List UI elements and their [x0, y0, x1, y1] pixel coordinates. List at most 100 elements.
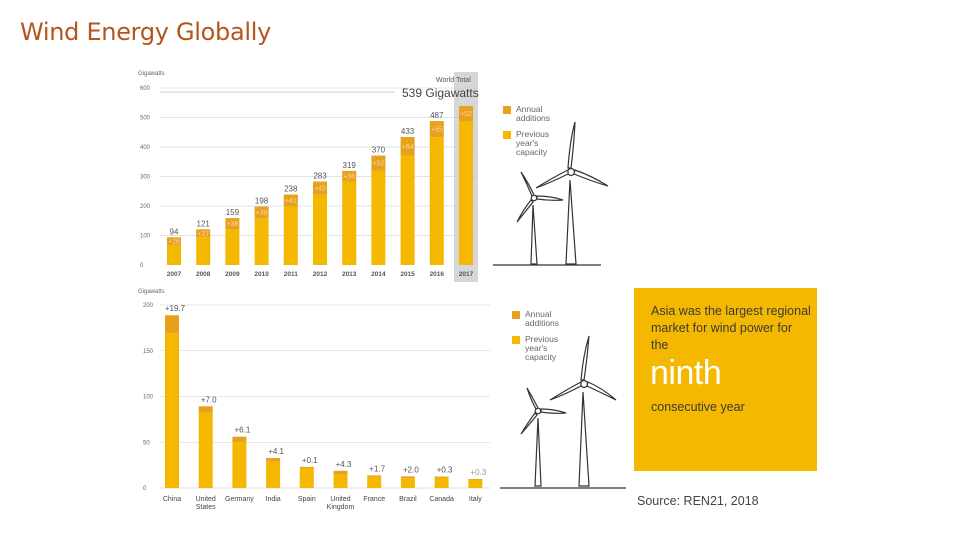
bar-addition	[167, 237, 181, 245]
x-tick-label: 2014	[371, 271, 386, 278]
addition-label: +52	[460, 111, 472, 118]
country-addition-label: +0.3	[470, 468, 486, 477]
country-bar-previous	[232, 442, 247, 488]
slide-title: Wind Energy Globally	[20, 18, 272, 46]
total-label: 283	[313, 172, 327, 181]
country-label: India	[266, 496, 281, 503]
world-total-value: 539 Gigawatts	[402, 86, 479, 100]
legend-swatch-previous	[503, 131, 511, 139]
country-label: Spain	[298, 496, 316, 503]
total-label: 159	[226, 208, 240, 217]
y-tick-label-bottom: 150	[143, 349, 154, 355]
country-capacity-chart: Gigawatts 0 50 100 150 200 +19.7 China +7.0 Uni…	[138, 289, 490, 511]
country-addition-label: +4.3	[336, 460, 352, 469]
country-label: Brazil	[399, 496, 417, 503]
country-label: United States	[196, 496, 217, 511]
x-tick-label: 2010	[254, 271, 269, 278]
addition-label: +55	[431, 127, 443, 134]
country-bar-previous	[468, 479, 483, 488]
total-label: 238	[284, 184, 298, 193]
y-tick-label: 200	[140, 204, 151, 210]
bar-previous	[167, 244, 181, 265]
bar-previous	[225, 229, 240, 265]
country-bar-addition	[165, 315, 179, 334]
bar-addition	[459, 105, 473, 122]
bar-addition	[400, 136, 415, 156]
addition-label: +39	[256, 210, 268, 217]
country-addition-label: +0.3	[437, 466, 453, 475]
info-text: Asia was the largest regional market for…	[651, 304, 811, 352]
total-label: 370	[372, 146, 386, 155]
country-bar-previous	[367, 476, 382, 488]
x-tick-label: 2013	[342, 271, 357, 278]
addition-label: +38	[226, 221, 238, 228]
country-bar-addition	[367, 475, 382, 477]
bar-previous	[313, 194, 327, 265]
x-tick-label: 2011	[284, 271, 298, 278]
y-tick-label: 0	[140, 263, 144, 269]
y-tick-label: 300	[140, 175, 151, 181]
country-label: France	[363, 496, 385, 503]
x-tick-label: 2008	[196, 271, 211, 278]
country-bar-previous	[400, 478, 415, 488]
country-bar-addition	[434, 476, 449, 478]
x-tick-label: 2016	[430, 271, 445, 278]
country-label: China	[163, 496, 181, 503]
y-axis-label: Gigawatts	[138, 71, 165, 77]
country-bar-addition	[232, 436, 247, 443]
addition-label: +45	[314, 186, 326, 193]
bar-addition	[283, 194, 298, 207]
country-addition-label: +7.0	[201, 395, 217, 404]
country-bar-previous	[434, 476, 449, 488]
bar-previous	[459, 121, 473, 266]
total-label: 121	[197, 219, 211, 228]
bar-previous	[196, 237, 211, 265]
country-addition-label: +2.0	[403, 465, 419, 474]
y-axis-label-bottom: Gigawatts	[138, 289, 165, 295]
bar-addition	[196, 229, 211, 238]
bottom-legend: Annual additions Previous year's capacity	[512, 309, 559, 362]
country-addition-label: +19.7	[165, 304, 186, 313]
bar-addition	[371, 155, 386, 171]
bar-previous	[254, 218, 269, 265]
total-label: 319	[343, 161, 357, 170]
country-bar-addition	[198, 406, 213, 413]
bar-previous	[429, 137, 444, 265]
bar-addition	[254, 206, 269, 219]
bar-previous	[400, 155, 415, 265]
country-bar-previous	[333, 474, 348, 488]
top-legend: Annual additions Previous year's capacity	[503, 104, 550, 157]
country-bar-previous	[299, 466, 314, 488]
country-bar-addition	[333, 470, 348, 475]
legend-label-previous: Previous year's capacity	[516, 129, 549, 157]
x-tick-label: 2007	[167, 271, 182, 278]
x-tick-label: 2012	[313, 271, 328, 278]
bar-previous	[371, 170, 386, 265]
country-bar-previous	[198, 412, 213, 488]
country-addition-label: +4.1	[268, 447, 284, 456]
x-tick-label: 2017	[459, 271, 474, 278]
country-bar-previous	[266, 461, 281, 488]
bar-addition	[313, 181, 327, 195]
world-total-label: World Total	[436, 77, 471, 84]
info-subtext: consecutive year	[651, 400, 745, 414]
x-tick-label: 2015	[400, 271, 415, 278]
y-tick-label-bottom: 0	[143, 486, 147, 492]
country-label: Canada	[429, 496, 454, 503]
legend-label-additions: Annual additions	[516, 104, 550, 123]
country-label: Italy	[469, 496, 482, 503]
legend-label-additions-2: Annual additions	[525, 309, 559, 328]
legend-swatch-additions	[503, 106, 511, 114]
total-label: 198	[255, 197, 269, 206]
country-bar-addition	[400, 476, 415, 479]
wind-turbine-icon	[516, 121, 609, 265]
country-label: United Kingdom	[327, 496, 355, 511]
y-tick-label: 100	[140, 234, 151, 240]
y-tick-label-bottom: 50	[143, 440, 150, 446]
legend-label-previous-2: Previous year's capacity	[525, 334, 558, 362]
info-box: Asia was the largest regional market for…	[634, 288, 817, 471]
info-highlight: ninth	[650, 354, 722, 392]
y-tick-label: 600	[140, 86, 151, 92]
country-label: Germany	[225, 496, 254, 503]
